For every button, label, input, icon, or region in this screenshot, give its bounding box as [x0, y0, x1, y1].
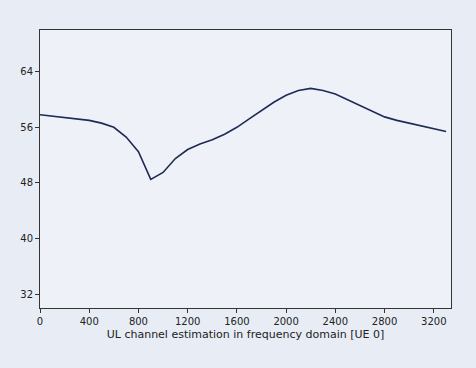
svg-text:2400: 2400 [323, 316, 348, 327]
svg-text:3200: 3200 [421, 316, 446, 327]
svg-text:400: 400 [80, 316, 99, 327]
svg-text:0: 0 [37, 316, 43, 327]
svg-text:800: 800 [129, 316, 148, 327]
svg-text:2000: 2000 [273, 316, 298, 327]
svg-text:56: 56 [20, 122, 33, 133]
svg-text:1200: 1200 [175, 316, 200, 327]
svg-text:40: 40 [20, 233, 33, 244]
svg-text:1600: 1600 [224, 316, 249, 327]
svg-text:64: 64 [20, 66, 33, 77]
svg-text:2800: 2800 [372, 316, 397, 327]
svg-text:32: 32 [20, 289, 33, 300]
svg-text:UL channel estimation in frequ: UL channel estimation in frequency domai… [107, 328, 385, 341]
svg-text:48: 48 [20, 177, 33, 188]
